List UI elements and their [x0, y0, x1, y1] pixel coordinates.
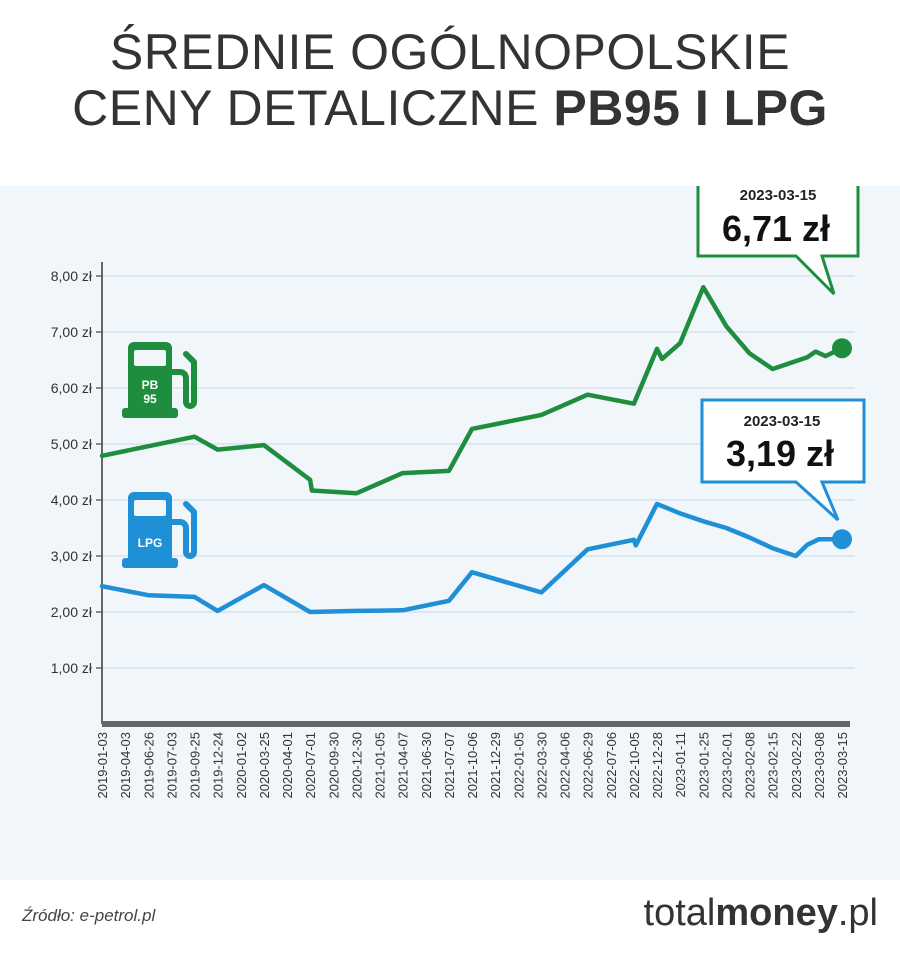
y-tick-label: 1,00 zł [51, 660, 93, 676]
x-tick-label: 2019-06-26 [141, 732, 156, 799]
series-end-point-pb95 [832, 338, 852, 359]
page-title: ŚREDNIE OGÓLNOPOLSKIE CENY DETALICZNE PB… [0, 24, 900, 136]
axes [101, 262, 850, 727]
x-tick-label: 2021-07-07 [442, 732, 457, 799]
y-tick-label: 5,00 zł [51, 436, 93, 452]
brand-suffix: .pl [837, 892, 878, 934]
x-tick-label: 2022-01-05 [511, 732, 526, 799]
x-tick-label: 2020-07-01 [303, 732, 318, 799]
x-tick-label: 2022-03-30 [534, 732, 549, 799]
x-tick-label: 2020-09-30 [326, 732, 341, 799]
x-tick-label: 2021-01-05 [373, 732, 388, 799]
pb95-fuel-pump-icon: PB 95 [122, 342, 197, 418]
pb95-callout-value: 6,71 zł [722, 208, 830, 249]
pb95-icon-label-2: 95 [143, 392, 157, 406]
x-tick-label: 2023-02-15 [766, 732, 781, 799]
x-tick-label: 2019-04-03 [118, 732, 133, 799]
y-tick-label: 8,00 zł [51, 268, 93, 284]
pb95-callout-date: 2023-03-15 [740, 187, 817, 204]
brand-regular: total [643, 892, 716, 934]
series-line-lpg [99, 501, 845, 615]
y-tick-label: 6,00 zł [51, 380, 93, 396]
x-tick-label: 2021-12-29 [488, 732, 503, 799]
grid-lines [102, 275, 855, 669]
x-tick-label: 2023-03-15 [835, 732, 850, 799]
title-line-2-regular: CENY DETALICZNE [72, 80, 554, 136]
title-line-2: CENY DETALICZNE PB95 I LPG [0, 80, 900, 136]
x-tick-label: 2019-12-24 [211, 732, 226, 799]
lpg-callout: 2023-03-15 3,19 zł [700, 398, 866, 522]
chart-panel: 8,00 zł 7,00 zł 6,00 zł 5,00 zł 4,00 zł 3,00 … [0, 186, 900, 880]
x-tick-label: 2020-03-25 [257, 732, 272, 799]
x-tick-label: 2021-10-06 [465, 732, 480, 799]
x-tick-label: 2022-06-29 [581, 732, 596, 799]
series-line-pb95 [99, 284, 845, 496]
x-tick-label: 2021-06-30 [419, 732, 434, 799]
x-tick-label: 2023-03-08 [812, 732, 827, 799]
x-tick-label: 2019-09-25 [188, 732, 203, 799]
x-tick-label: 2023-02-22 [789, 732, 804, 799]
line-chart: 8,00 zł 7,00 zł 6,00 zł 5,00 zł 4,00 zł 3,00 … [51, 186, 866, 799]
source-note: Źródło: e-petrol.pl [22, 906, 156, 925]
x-tick-label: 2021-04-07 [396, 732, 411, 799]
lpg-icon-label: LPG [138, 536, 163, 550]
brand-bold: money [715, 892, 838, 934]
x-tick-label: 2019-07-03 [164, 732, 179, 799]
lpg-callout-value: 3,19 zł [726, 433, 834, 474]
x-tick-label: 2022-07-06 [604, 732, 619, 799]
x-tick-label: 2023-01-25 [696, 732, 711, 799]
x-tick-label: 2020-12-30 [349, 732, 364, 799]
x-tick-label: 2023-02-08 [743, 732, 758, 799]
y-tick-label: 4,00 zł [51, 492, 93, 508]
series-end-point-lpg [832, 529, 852, 550]
y-tick-label: 7,00 zł [51, 324, 93, 340]
y-tick-label: 3,00 zł [51, 548, 93, 564]
x-tick-label: 2019-01-03 [95, 732, 110, 799]
x-axis-ticks: 2019-01-03 2019-04-03 2019-06-26 2019-07-03… [95, 732, 850, 799]
lpg-fuel-pump-icon: LPG [122, 492, 197, 568]
lpg-callout-date: 2023-03-15 [744, 413, 821, 430]
x-tick-label: 2022-10-05 [627, 732, 642, 799]
pb95-callout: 2023-03-15 6,71 zł [696, 186, 860, 296]
title-line-1: ŚREDNIE OGÓLNOPOLSKIE [109, 24, 791, 80]
y-tick-label: 2,00 zł [51, 604, 93, 620]
series-lines [99, 284, 852, 615]
pb95-icon-label-1: PB [142, 378, 159, 392]
title-line-2-bold: PB95 I LPG [553, 80, 828, 136]
x-tick-label: 2022-12-28 [650, 732, 665, 799]
x-tick-label: 2020-04-01 [280, 732, 295, 799]
brand-logo: totalmoney.pl [644, 892, 878, 935]
x-tick-label: 2020-01-02 [234, 732, 249, 799]
x-tick-label: 2023-01-11 [673, 732, 688, 798]
x-tick-label: 2023-02-01 [719, 732, 734, 799]
x-tick-label: 2022-04-06 [558, 732, 573, 799]
y-axis-ticks: 8,00 zł 7,00 zł 6,00 zł 5,00 zł 4,00 zł 3,00 … [51, 268, 102, 676]
